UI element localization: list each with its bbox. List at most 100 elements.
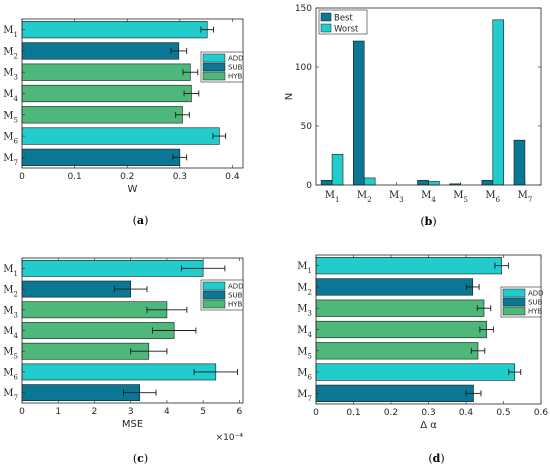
category-label-M7: M7	[518, 190, 533, 204]
error-bar-M2	[465, 283, 480, 290]
x-tick-label: 6	[237, 407, 243, 417]
plot-frame	[315, 7, 542, 186]
category-label-M5: M5	[3, 347, 18, 361]
category-label-M4: M4	[3, 89, 18, 103]
x-tick-label: 0.4	[225, 172, 240, 182]
category-label-M1: M1	[297, 261, 312, 275]
x-tick-label: 0.2	[384, 408, 398, 418]
legend-label-ADD: ADD	[228, 55, 244, 63]
y-tick-label: 50	[301, 122, 313, 132]
y-tick-label: 150	[295, 4, 312, 14]
error-bar-M3	[146, 306, 188, 313]
legend-swatch-HYB	[202, 299, 226, 309]
bar-M7	[21, 384, 141, 402]
category-label-M6: M6	[485, 190, 500, 204]
caption-a: (a)	[133, 214, 149, 227]
error-bar-M5	[175, 111, 190, 118]
x-tick-label: 5	[200, 407, 206, 417]
bar-M4	[315, 320, 487, 339]
plot-frame	[21, 257, 244, 404]
y-tick-label: 100	[295, 63, 312, 73]
legend-label-HYB: HYB	[528, 308, 543, 316]
x-tick-label: 0.6	[534, 408, 549, 418]
legend-label-Best: Best	[334, 14, 353, 24]
bar-M4	[21, 322, 175, 339]
category-label-M4: M4	[3, 326, 18, 340]
category-label-M5: M5	[453, 190, 468, 204]
error-bar-M3	[476, 305, 492, 312]
x-scale-note: ×10⁻⁴	[216, 433, 244, 443]
x-tick-label: 0.4	[459, 408, 474, 418]
bar-M5	[21, 106, 183, 124]
bar-M5	[21, 342, 150, 360]
legend-swatch-SUB	[202, 62, 226, 72]
legend-label-HYB: HYB	[228, 301, 243, 309]
bar-Worst-M4	[428, 181, 440, 186]
y-tick-label: 0	[306, 181, 312, 191]
error-bar-M2	[170, 47, 188, 54]
x-tick-label: 0	[19, 407, 25, 417]
bar-Best-M1	[320, 179, 333, 186]
error-bar-M1	[494, 262, 509, 269]
bar-M2	[315, 278, 474, 296]
bar-M1	[315, 257, 502, 275]
legend-swatch-HYB	[202, 71, 226, 81]
error-bar-M6	[193, 368, 239, 375]
bar-M6	[21, 127, 220, 145]
bar-M2	[21, 42, 180, 60]
x-tick-label: 4	[164, 407, 170, 417]
bar-M3	[21, 63, 191, 81]
caption-b: (b)	[420, 215, 436, 228]
error-bar-M1	[180, 265, 226, 272]
error-bar-M4	[479, 326, 494, 333]
bar-M6	[21, 363, 217, 381]
error-bar-M4	[151, 327, 197, 334]
bar-M5	[315, 342, 479, 360]
error-bar-M6	[212, 133, 227, 140]
bar-Worst-M1	[331, 154, 344, 186]
x-axis-label: MSE	[122, 419, 143, 430]
category-label-M4: M4	[297, 325, 312, 339]
bar-M6	[315, 363, 516, 381]
x-tick-label: 0	[19, 172, 25, 182]
legend-swatch-ADD	[202, 53, 226, 63]
bar-Best-M2	[352, 40, 365, 186]
category-label-M2: M2	[357, 190, 372, 204]
bar-Best-M7	[513, 139, 526, 186]
error-bar-M1	[200, 26, 214, 33]
x-tick-label: 0.5	[496, 408, 510, 418]
bar-Best-M6	[481, 179, 494, 186]
bar-M3	[315, 299, 485, 317]
bar-M3	[21, 301, 168, 319]
plot-frame	[21, 18, 244, 169]
error-bar-M5	[130, 348, 168, 355]
bar-M7	[315, 384, 474, 402]
category-label-M2: M2	[297, 282, 312, 296]
panel-d: M1 M2 M3 M4 M5 M6 M70 0.1 0.2 0.3 0.4 0.5 0.6 Δ α ADDS…	[297, 254, 549, 465]
y-axis-label: N	[284, 93, 295, 100]
x-tick-label: 0.2	[120, 172, 134, 182]
category-label-M7: M7	[3, 153, 18, 167]
category-label-M3: M3	[3, 305, 18, 319]
category-label-M3: M3	[389, 190, 404, 204]
legend-swatch-ADD	[202, 281, 226, 291]
x-tick-label: 0.1	[67, 172, 81, 182]
legend-label-SUB: SUB	[528, 299, 543, 307]
caption-c: (c)	[133, 452, 148, 465]
category-label-M2: M2	[3, 285, 18, 299]
legend-swatch-ADD	[502, 288, 526, 298]
bar-Worst-M6	[492, 19, 505, 186]
bar-Best-M4	[417, 179, 429, 186]
x-axis-label: W	[128, 184, 138, 195]
x-tick-label: 0.1	[346, 408, 360, 418]
x-tick-label: 1	[55, 407, 61, 417]
category-label-M1: M1	[325, 190, 340, 204]
category-label-M5: M5	[3, 110, 18, 124]
category-label-M7: M7	[297, 389, 312, 403]
